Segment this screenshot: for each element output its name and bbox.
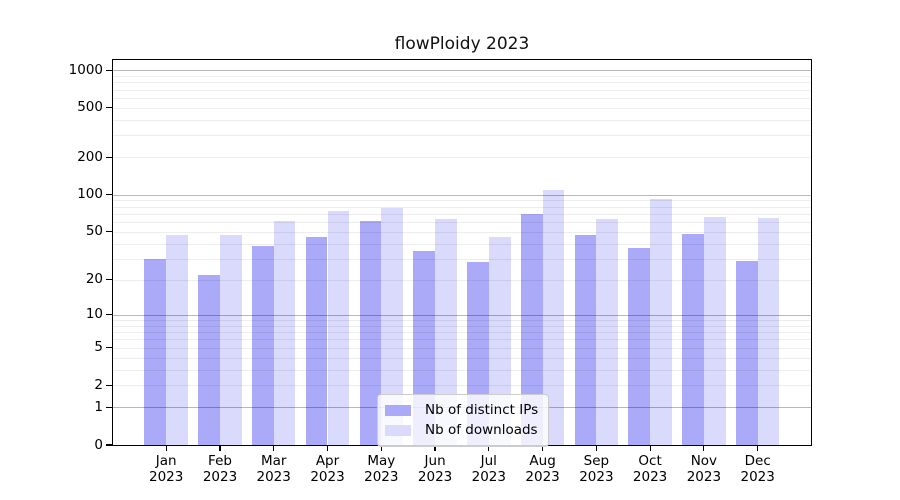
y-tick-mark-10 bbox=[106, 314, 113, 316]
x-tick-label-nov: Nov 2023 bbox=[686, 453, 722, 485]
y-tick-label-20: 20 bbox=[85, 271, 103, 288]
bar-oct-distinct-ips bbox=[628, 247, 651, 445]
bar-mar-downloads bbox=[273, 221, 296, 445]
bar-feb-distinct-ips bbox=[198, 274, 220, 445]
y-tick-mark-500 bbox=[106, 107, 113, 109]
y-tick-label-1: 1 bbox=[94, 398, 103, 415]
gridline-minor-60 bbox=[113, 222, 811, 223]
x-tick-mark-nov bbox=[703, 445, 705, 451]
legend-label-downloads: Nb of downloads bbox=[425, 422, 538, 438]
y-tick-label-500: 500 bbox=[77, 99, 103, 116]
y-tick-mark-100 bbox=[106, 194, 113, 196]
y-tick-mark-0 bbox=[106, 444, 113, 446]
plot-area: 0 1 2 5 10 20 50 100 200 500 1000 Jan 2023 Feb 2023 Mar… bbox=[69, 59, 812, 485]
y-tick-mark-2 bbox=[106, 384, 113, 386]
bar-jan-downloads bbox=[166, 235, 188, 445]
x-tick-mark-mar bbox=[273, 445, 275, 451]
y-tick-mark-5 bbox=[106, 347, 113, 349]
x-tick-mark-dec bbox=[757, 445, 759, 451]
x-tick-label-feb: Feb 2023 bbox=[202, 453, 238, 485]
y-tick-label-2: 2 bbox=[94, 376, 103, 393]
legend: Nb of distinct IPs Nb of downloads bbox=[377, 394, 550, 447]
x-tick-label-apr: Apr 2023 bbox=[310, 453, 345, 485]
gridline-minor-20 bbox=[113, 279, 811, 281]
gridline-minor-600 bbox=[113, 97, 811, 99]
bar-mar-distinct-ips bbox=[251, 246, 274, 445]
legend-item-downloads: Nb of downloads bbox=[385, 420, 538, 440]
gridline-minor-30 bbox=[113, 258, 811, 260]
chart-title: flowPloidy 2023 bbox=[394, 34, 530, 54]
x-tick-label-dec: Dec 2023 bbox=[740, 453, 775, 485]
bar-sep-downloads bbox=[596, 218, 619, 445]
bar-oct-downloads bbox=[650, 199, 672, 445]
x-tick-label-sep: Sep 2023 bbox=[579, 453, 614, 485]
gridline-minor-300 bbox=[113, 135, 811, 137]
x-tick-label-jan: Jan 2023 bbox=[149, 453, 184, 485]
x-tick-label-aug: Aug 2023 bbox=[525, 453, 560, 485]
bar-apr-distinct-ips bbox=[305, 237, 328, 445]
bar-nov-distinct-ips bbox=[682, 233, 704, 445]
legend-label-distinct-ips: Nb of distinct IPs bbox=[425, 402, 539, 418]
gridline-major-100 bbox=[113, 194, 811, 196]
y-tick-mark-20 bbox=[106, 279, 113, 281]
x-tick-label-jun: Jun 2023 bbox=[417, 453, 453, 485]
y-tick-label-100: 100 bbox=[77, 186, 103, 203]
gridline-minor-50 bbox=[113, 231, 811, 233]
bar-dec-distinct-ips bbox=[735, 260, 758, 445]
y-tick-label-50: 50 bbox=[85, 223, 103, 240]
y-tick-label-200: 200 bbox=[77, 148, 103, 165]
axes-layer: 0 1 2 5 10 20 50 100 200 500 1000 Jan 2023 Feb 2023 Mar… bbox=[69, 60, 811, 485]
x-tick-label-mar: Mar 2023 bbox=[256, 453, 291, 485]
x-tick-mark-oct bbox=[649, 445, 651, 451]
x-tick-mark-feb bbox=[219, 445, 221, 451]
gridline-major-10 bbox=[113, 314, 811, 316]
gridline-minor-200 bbox=[113, 157, 811, 159]
y-tick-mark-200 bbox=[106, 156, 113, 158]
bar-jan-distinct-ips bbox=[144, 258, 167, 445]
gridline-minor-400 bbox=[113, 119, 811, 121]
bar-apr-downloads bbox=[327, 210, 350, 445]
gridline-minor-7 bbox=[113, 332, 811, 334]
bar-nov-downloads bbox=[703, 216, 726, 445]
gridline-minor-4 bbox=[113, 357, 811, 359]
bar-sep-distinct-ips bbox=[574, 235, 597, 445]
bar-feb-downloads bbox=[220, 235, 242, 445]
gridline-minor-2 bbox=[113, 385, 811, 387]
x-tick-mark-sep bbox=[595, 445, 597, 451]
legend-item-distinct-ips: Nb of distinct IPs bbox=[385, 400, 538, 420]
gridline-minor-900 bbox=[113, 76, 811, 77]
gridline-minor-500 bbox=[113, 107, 811, 109]
gridline-minor-5 bbox=[113, 347, 811, 349]
gridline-minor-9 bbox=[113, 320, 811, 322]
y-tick-label-5: 5 bbox=[94, 339, 103, 356]
gridline-minor-800 bbox=[113, 82, 811, 84]
gridline-minor-90 bbox=[113, 200, 811, 202]
y-tick-mark-1 bbox=[106, 406, 113, 408]
y-tick-label-0: 0 bbox=[94, 436, 103, 453]
x-tick-mark-jan bbox=[165, 445, 167, 451]
gridline-major-1000 bbox=[113, 70, 811, 72]
x-tick-label-jul: Jul 2023 bbox=[471, 453, 506, 485]
gridline-minor-40 bbox=[113, 243, 811, 245]
gridline-minor-8 bbox=[113, 325, 811, 327]
gridlines-layer bbox=[113, 60, 811, 445]
legend-swatch-distinct-ips bbox=[385, 404, 411, 416]
bars-layer bbox=[113, 60, 811, 445]
y-tick-mark-1000 bbox=[106, 69, 113, 71]
x-tick-label-oct: Oct 2023 bbox=[632, 453, 668, 485]
gridline-minor-6 bbox=[113, 339, 811, 341]
bar-dec-downloads bbox=[757, 217, 780, 445]
legend-swatch-downloads bbox=[385, 424, 411, 436]
gridline-minor-3 bbox=[113, 369, 811, 371]
y-tick-mark-50 bbox=[106, 231, 113, 233]
x-tick-label-may: May 2023 bbox=[364, 453, 399, 485]
y-tick-label-10: 10 bbox=[85, 306, 103, 323]
x-tick-mark-apr bbox=[326, 445, 329, 451]
gridline-minor-70 bbox=[113, 213, 811, 215]
y-tick-label-1000: 1000 bbox=[68, 61, 103, 78]
gridline-minor-700 bbox=[113, 89, 811, 91]
gridline-minor-80 bbox=[113, 206, 811, 208]
